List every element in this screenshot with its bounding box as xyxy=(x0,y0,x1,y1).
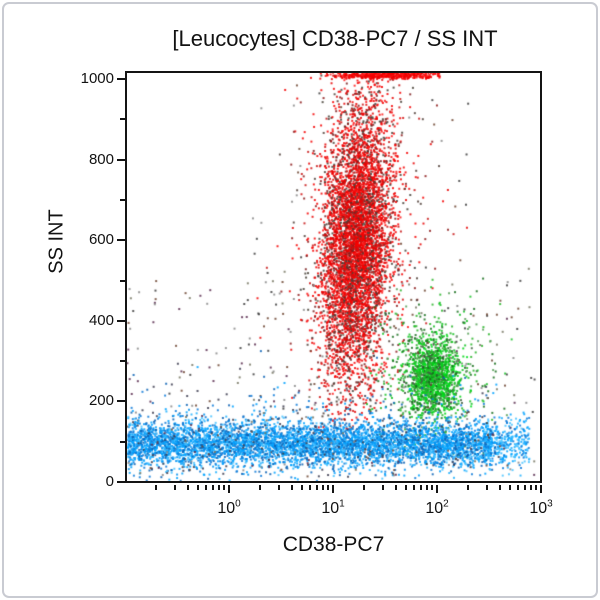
x-minor-tick xyxy=(381,485,384,490)
scatter-canvas[interactable] xyxy=(127,73,540,481)
x-minor-tick xyxy=(523,485,526,490)
x-minor-tick xyxy=(419,485,422,490)
plot-area xyxy=(125,71,542,483)
y-major-tick xyxy=(117,239,125,242)
x-major-tick xyxy=(332,485,334,493)
x-minor-tick xyxy=(259,485,262,490)
x-minor-tick xyxy=(155,485,158,490)
x-minor-tick xyxy=(467,485,470,490)
x-minor-tick xyxy=(425,485,428,490)
x-minor-tick xyxy=(173,485,176,490)
x-tick-label: 100 xyxy=(217,499,241,518)
x-tick-label: 101 xyxy=(321,499,345,518)
y-tick-label: 800 xyxy=(88,150,114,168)
x-tick-label: 102 xyxy=(425,499,449,518)
y-tick-label: 400 xyxy=(88,311,114,329)
x-minor-tick xyxy=(321,485,324,490)
x-minor-tick xyxy=(485,485,488,490)
x-major-tick xyxy=(540,485,542,493)
x-minor-tick xyxy=(211,485,214,490)
x-major-tick xyxy=(228,485,230,493)
y-tick-label: 1000 xyxy=(80,70,114,87)
y-minor-tick xyxy=(120,360,125,363)
x-major-tick xyxy=(436,485,438,493)
x-minor-tick xyxy=(290,485,293,490)
y-major-tick xyxy=(117,400,125,403)
y-major-tick xyxy=(117,78,125,80)
y-tick-label: 600 xyxy=(88,231,114,249)
x-minor-tick xyxy=(508,485,511,490)
x-minor-tick xyxy=(529,485,532,490)
y-major-tick xyxy=(117,158,125,161)
x-minor-tick xyxy=(363,485,366,490)
y-major-tick xyxy=(117,319,125,322)
y-major-tick xyxy=(117,481,125,483)
x-minor-tick xyxy=(277,485,280,490)
x-minor-tick xyxy=(223,485,226,490)
x-minor-tick xyxy=(535,485,538,490)
y-minor-tick xyxy=(120,440,125,443)
y-tick-label: 200 xyxy=(88,392,114,410)
x-minor-tick xyxy=(404,485,407,490)
x-tick-label: 103 xyxy=(529,499,553,518)
x-minor-tick xyxy=(204,485,207,490)
x-minor-tick xyxy=(300,485,303,490)
x-minor-tick xyxy=(308,485,311,490)
x-axis-label: CD38-PC7 xyxy=(282,533,385,556)
x-minor-tick xyxy=(412,485,415,490)
x-minor-tick xyxy=(431,485,434,490)
x-minor-tick xyxy=(315,485,318,490)
x-minor-tick xyxy=(498,485,501,490)
x-minor-tick xyxy=(394,485,397,490)
x-minor-tick xyxy=(196,485,199,490)
x-minor-tick xyxy=(217,485,220,490)
x-minor-tick xyxy=(327,485,330,490)
y-minor-tick xyxy=(120,198,125,201)
y-minor-tick xyxy=(120,118,125,121)
y-tick-label: 0 xyxy=(105,473,114,490)
x-minor-tick xyxy=(186,485,189,490)
y-minor-tick xyxy=(120,279,125,282)
plot-title: [Leucocytes] CD38-PC7 / SS INT xyxy=(172,26,498,51)
x-minor-tick xyxy=(516,485,519,490)
